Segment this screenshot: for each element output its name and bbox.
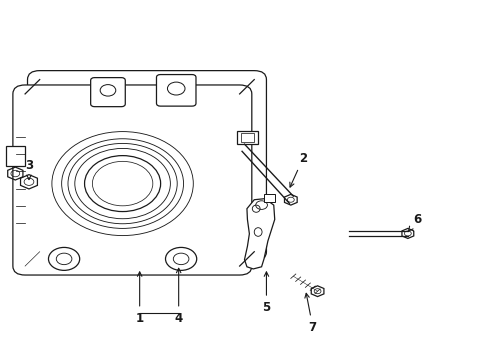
FancyBboxPatch shape [27, 71, 266, 261]
Text: 1: 1 [135, 272, 143, 325]
Text: 5: 5 [262, 272, 270, 314]
Text: 4: 4 [174, 268, 183, 325]
Circle shape [165, 247, 196, 270]
FancyBboxPatch shape [90, 78, 125, 107]
Circle shape [48, 247, 80, 270]
Polygon shape [264, 194, 274, 202]
Circle shape [84, 156, 160, 212]
FancyBboxPatch shape [156, 75, 196, 106]
Text: 2: 2 [289, 152, 306, 187]
Polygon shape [244, 199, 274, 269]
Text: 6: 6 [408, 213, 421, 231]
Text: 7: 7 [304, 293, 316, 333]
Polygon shape [5, 146, 25, 166]
Text: 3: 3 [25, 159, 33, 180]
FancyBboxPatch shape [13, 85, 251, 275]
Polygon shape [237, 131, 257, 144]
